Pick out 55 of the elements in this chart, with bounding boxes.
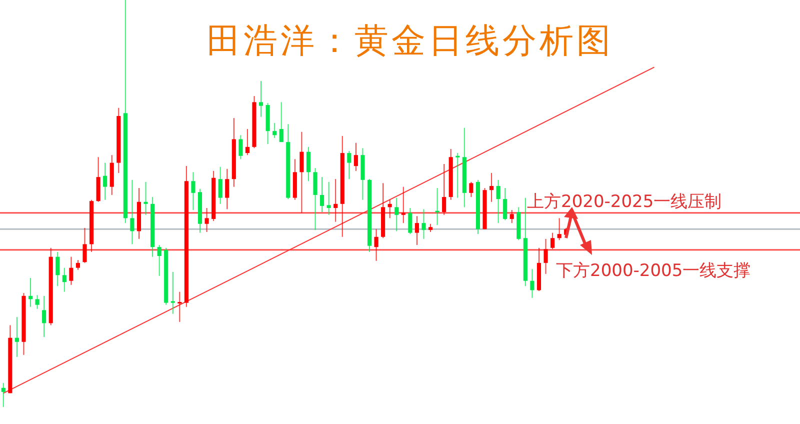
candlestick	[435, 188, 440, 226]
candlestick	[103, 162, 108, 200]
candlestick	[272, 122, 277, 138]
candlestick	[82, 227, 87, 264]
candlestick	[503, 188, 508, 221]
candlestick	[62, 267, 66, 292]
candlestick	[550, 232, 555, 250]
candlestick	[510, 210, 514, 224]
candlestick	[408, 207, 412, 235]
text: 田浩洋：黄金日线分析图	[206, 21, 614, 61]
candlestick	[245, 128, 250, 156]
candlestick	[557, 218, 562, 241]
candlestick	[42, 295, 46, 338]
candlestick	[28, 277, 33, 308]
candlestick	[1, 382, 6, 408]
candlestick	[258, 80, 264, 118]
candlestick	[326, 181, 331, 216]
candlestick	[414, 216, 419, 246]
ref-line-label: 下方2000-2005一线支撑	[556, 260, 751, 281]
candlestick	[388, 199, 392, 219]
candlestick	[374, 228, 378, 262]
candlestick	[313, 168, 318, 230]
candlestick	[300, 131, 304, 214]
candlestick	[442, 164, 446, 216]
candlestick	[218, 166, 222, 204]
candlestick	[334, 178, 338, 222]
candlestick	[76, 260, 80, 270]
candlestick	[130, 179, 134, 245]
candlestick	[225, 168, 230, 210]
candlestick	[489, 172, 494, 202]
candlestick	[530, 268, 534, 298]
candlestick	[238, 134, 243, 160]
candlestick	[178, 291, 182, 322]
candlestick	[469, 181, 474, 198]
candlestick	[401, 186, 406, 224]
candlestick	[191, 172, 196, 211]
candlestick	[35, 294, 40, 310]
candlestick	[347, 150, 352, 180]
ref-line-label: 上方2020-2025一线压制	[527, 192, 722, 212]
candlestick	[170, 271, 175, 314]
candlestick	[544, 238, 548, 274]
candlestick	[306, 146, 311, 182]
candlestick	[204, 207, 209, 232]
candlestick	[496, 179, 500, 224]
candlestick	[69, 256, 74, 286]
candlestick	[394, 197, 399, 232]
candlestick	[144, 181, 148, 216]
candlestick	[354, 142, 358, 172]
candlestick	[456, 152, 460, 198]
candlestick	[14, 316, 19, 358]
candlestick	[422, 208, 426, 240]
candlestick	[56, 251, 60, 287]
candlestick	[279, 102, 284, 143]
candlestick	[320, 176, 324, 213]
candlestick	[157, 244, 162, 276]
